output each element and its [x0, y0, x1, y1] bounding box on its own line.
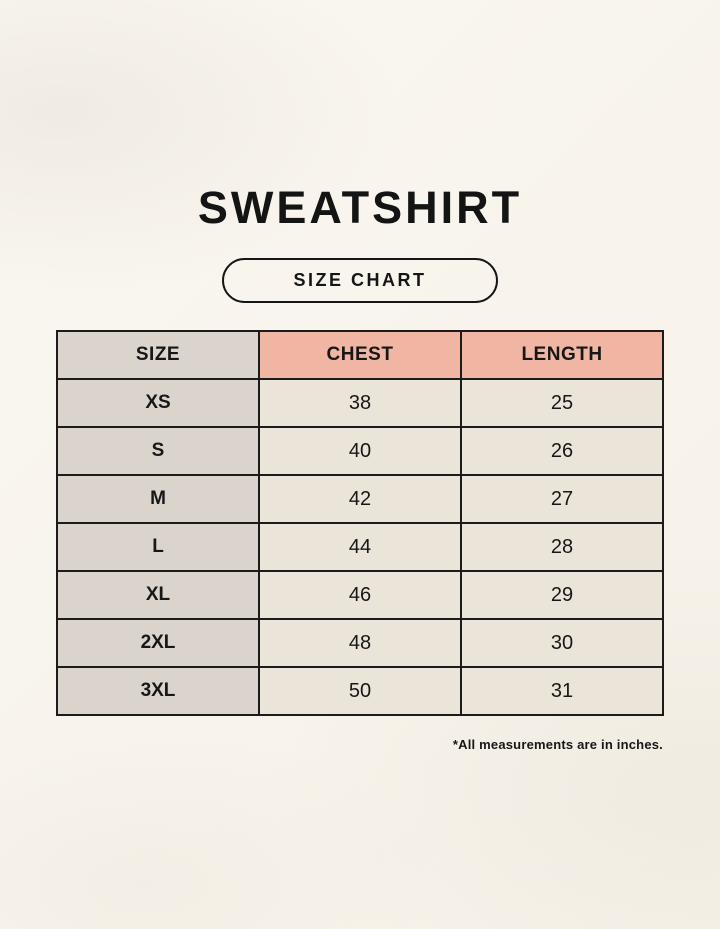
length-cell: 31	[460, 666, 664, 716]
chest-cell: 50	[258, 666, 462, 716]
size-cell: XL	[56, 570, 260, 620]
table-row: L 44 28	[56, 522, 664, 572]
length-cell: 28	[460, 522, 664, 572]
size-cell: XS	[56, 378, 260, 428]
length-cell: 26	[460, 426, 664, 476]
table-row: S 40 26	[56, 426, 664, 476]
measurements-footnote: *All measurements are in inches.	[452, 737, 663, 752]
col-header-chest: CHEST	[258, 330, 462, 380]
length-cell: 29	[460, 570, 664, 620]
table-row: XL 46 29	[56, 570, 664, 620]
chest-cell: 44	[258, 522, 462, 572]
col-header-size: SIZE	[56, 330, 260, 380]
size-cell: 2XL	[56, 618, 260, 668]
chest-cell: 46	[258, 570, 462, 620]
length-cell: 25	[460, 378, 664, 428]
size-cell: 3XL	[56, 666, 260, 716]
table-row: M 42 27	[56, 474, 664, 524]
size-chart-badge: SIZE CHART	[222, 258, 498, 303]
table-row: XS 38 25	[56, 378, 664, 428]
chest-cell: 48	[258, 618, 462, 668]
size-chart-table: SIZE CHEST LENGTH XS 38 25 S 40 26 M 42 …	[56, 330, 664, 716]
table-row: 3XL 50 31	[56, 666, 664, 716]
size-cell: S	[56, 426, 260, 476]
page-title: SWEATSHIRT	[197, 182, 523, 233]
length-cell: 27	[460, 474, 664, 524]
size-cell: L	[56, 522, 260, 572]
table-row: 2XL 48 30	[56, 618, 664, 668]
col-header-length: LENGTH	[460, 330, 664, 380]
chest-cell: 40	[258, 426, 462, 476]
chest-cell: 42	[258, 474, 462, 524]
table-header-row: SIZE CHEST LENGTH	[56, 330, 664, 380]
size-cell: M	[56, 474, 260, 524]
length-cell: 30	[460, 618, 664, 668]
chest-cell: 38	[258, 378, 462, 428]
